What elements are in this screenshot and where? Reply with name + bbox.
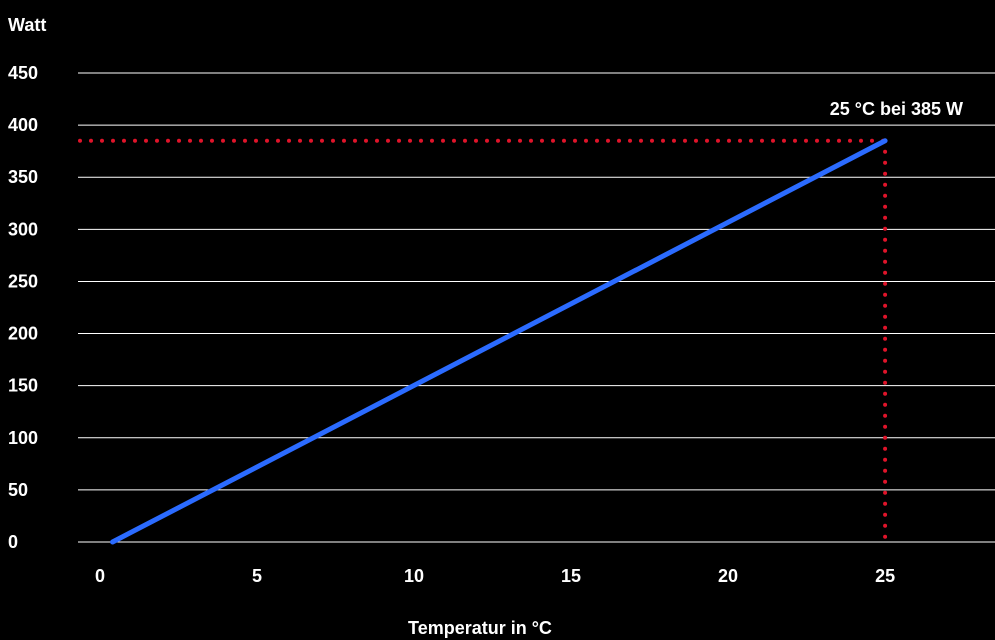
x-tick-label-0: 0 xyxy=(95,566,105,586)
y-tick-label-400: 400 xyxy=(8,115,38,135)
x-tick-label-10: 10 xyxy=(404,566,424,586)
annotation-guides xyxy=(78,138,888,544)
y-tick-label-200: 200 xyxy=(8,324,38,344)
x-tick-labels: 0 5 10 15 20 25 xyxy=(95,566,895,586)
y-tick-label-0: 0 xyxy=(8,532,18,552)
y-tick-label-100: 100 xyxy=(8,428,38,448)
y-tick-label-250: 250 xyxy=(8,271,38,291)
x-tick-label-15: 15 xyxy=(561,566,581,586)
series-lines xyxy=(110,138,888,545)
series-line-0 xyxy=(110,138,888,545)
x-tick-label-25: 25 xyxy=(875,566,895,586)
x-axis-title: Temperatur in °C xyxy=(408,618,552,638)
y-axis-title: Watt xyxy=(8,15,46,35)
grid-lines xyxy=(78,72,995,543)
y-tick-label-350: 350 xyxy=(8,167,38,187)
y-tick-labels: 0 50 100 150 200 250 300 350 400 450 xyxy=(8,63,38,552)
y-tick-label-300: 300 xyxy=(8,219,38,239)
x-tick-label-5: 5 xyxy=(252,566,262,586)
y-tick-label-150: 150 xyxy=(8,376,38,396)
y-tick-label-50: 50 xyxy=(8,480,28,500)
annotation-label: 25 °C bei 385 W xyxy=(830,99,963,119)
y-tick-label-450: 450 xyxy=(8,63,38,83)
x-tick-label-20: 20 xyxy=(718,566,738,586)
